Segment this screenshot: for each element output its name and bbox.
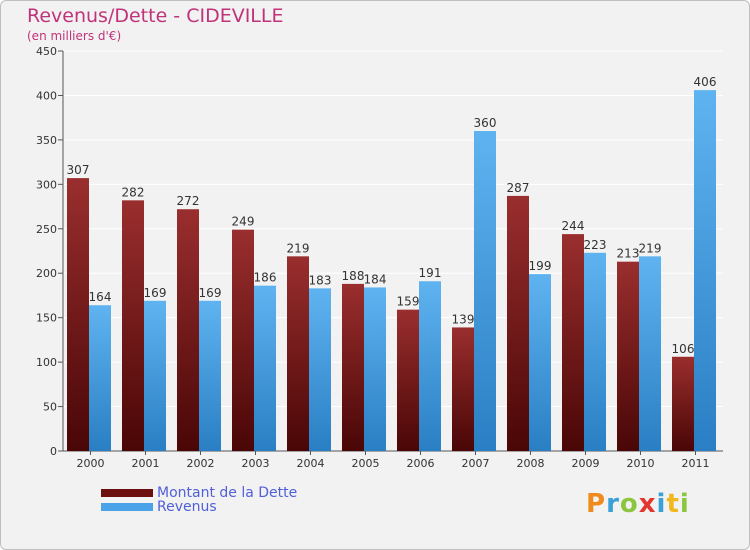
data-label-revenus: 186 [254,271,277,285]
bar-dette [397,309,419,451]
data-label-dette: 188 [342,269,365,283]
x-tick-label: 2001 [132,457,160,470]
y-tick-label: 350 [36,134,57,147]
data-label-dette: 272 [177,194,200,208]
bar-revenus [89,305,111,451]
x-tick-label: 2006 [407,457,435,470]
data-label-revenus: 406 [694,75,717,89]
data-label-dette: 213 [617,247,640,261]
x-tick-label: 2003 [242,457,270,470]
chart-title: Revenus/Dette - CIDEVILLE [27,5,284,27]
y-tick-label: 100 [36,356,57,369]
proxiti-logo: Proxiti [586,489,690,519]
legend-swatch-revenus [101,503,153,511]
data-label-revenus: 183 [309,273,332,287]
data-label-revenus: 360 [474,116,497,130]
x-tick-label: 2007 [462,457,490,470]
y-tick-label: 400 [36,89,57,102]
data-label-revenus: 199 [529,259,552,273]
legend-swatch-debt [101,489,153,497]
y-tick-label: 300 [36,178,57,191]
y-tick-label: 200 [36,267,57,280]
logo-letter: P [586,489,607,519]
bar-dette [342,283,364,451]
bar-dette [232,229,254,451]
data-label-revenus: 169 [199,286,222,300]
y-tick-label: 0 [50,445,57,458]
data-label-revenus: 169 [144,286,167,300]
bar-revenus [529,274,551,451]
bar-dette [562,234,584,451]
y-tick-label: 50 [43,401,57,414]
data-label-dette: 249 [232,215,255,229]
bar-revenus [419,281,441,451]
logo-letter: x [638,489,657,519]
x-tick-label: 2011 [682,457,710,470]
bar-revenus [309,288,331,451]
data-label-dette: 244 [562,219,585,233]
logo-letter: o [619,489,639,519]
bar-revenus [364,287,386,451]
data-label-revenus: 219 [639,241,662,255]
logo-letter: r [606,489,620,519]
data-label-dette: 159 [397,295,420,309]
data-label-dette: 307 [67,163,90,177]
x-tick-label: 2002 [187,457,215,470]
data-label-revenus: 164 [89,290,112,304]
x-tick-label: 2010 [627,457,655,470]
data-label-dette: 106 [672,342,695,356]
bar-dette [452,327,474,451]
bar-revenus [694,90,716,451]
bar-dette [287,256,309,451]
x-tick-label: 2009 [572,457,600,470]
data-label-revenus: 223 [584,238,607,252]
data-label-revenus: 191 [419,266,442,280]
logo-letter: i [656,489,667,519]
bar-revenus [144,300,166,451]
bar-revenus [474,131,496,451]
y-tick-label: 250 [36,223,57,236]
data-label-dette: 219 [287,241,310,255]
legend-label-debt: Montant de la Dette [157,485,298,501]
bar-revenus [199,300,221,451]
bar-dette [617,261,639,451]
bar-revenus [639,256,661,451]
data-label-dette: 139 [452,312,475,326]
bar-dette [122,200,144,451]
data-label-dette: 282 [122,185,145,199]
bar-dette [507,195,529,451]
y-tick-label: 450 [36,45,57,58]
x-tick-label: 2005 [352,457,380,470]
legend-label-revenus: Revenus [157,499,217,515]
chart-subtitle: (en milliers d'€) [27,29,122,43]
logo-letter: i [679,489,690,519]
logo-letter: t [666,489,680,519]
x-tick-label: 2000 [77,457,105,470]
y-tick-label: 150 [36,312,57,325]
data-label-dette: 287 [507,181,530,195]
bar-dette [67,178,89,451]
x-tick-label: 2008 [517,457,545,470]
bar-revenus [254,285,276,451]
bar-dette [177,209,199,451]
data-label-revenus: 184 [364,272,387,286]
bar-dette [672,356,694,451]
bar-revenus [584,252,606,451]
x-tick-label: 2004 [297,457,325,470]
